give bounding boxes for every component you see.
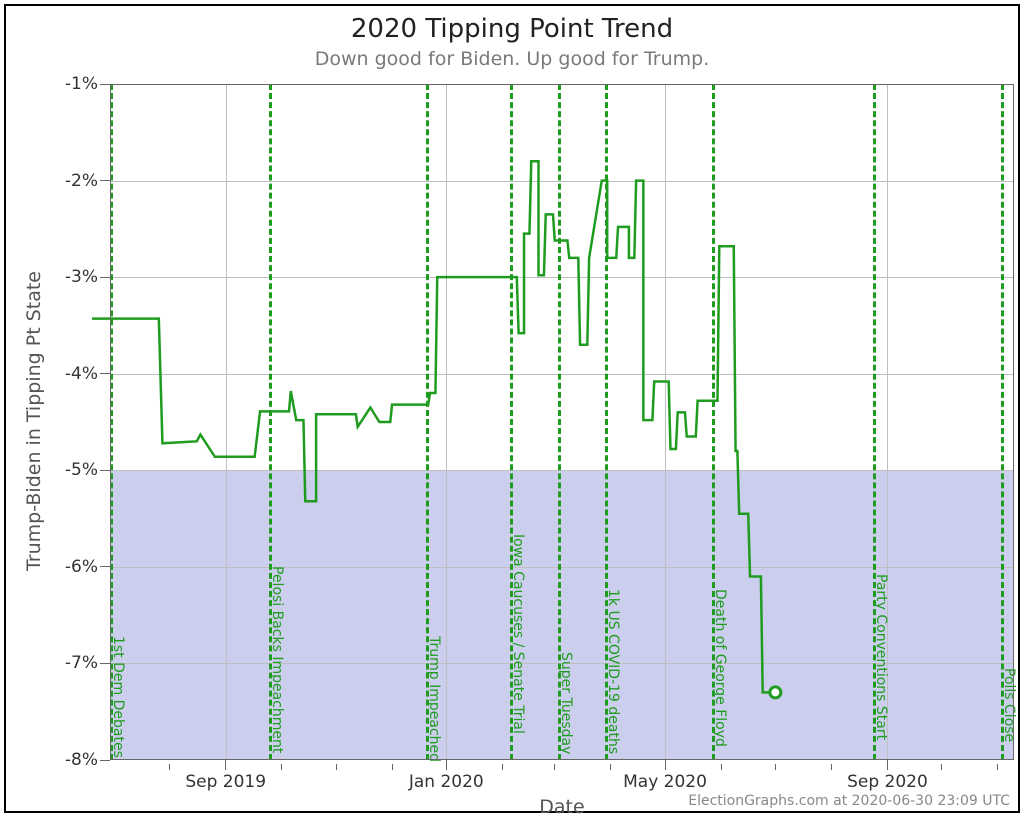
xtick-minor <box>502 764 503 770</box>
xtick <box>665 760 666 770</box>
ytick <box>100 663 110 664</box>
ytick-label: -6% <box>52 557 98 577</box>
ytick <box>100 84 110 85</box>
ytick-label: -5% <box>52 460 98 480</box>
xtick-minor <box>336 764 337 770</box>
plot-area: -1%-2%-3%-4%-5%-6%-7%-8%Sep 2019Jan 2020… <box>110 84 1014 760</box>
xtick-minor <box>831 764 832 770</box>
ytick <box>100 566 110 567</box>
xtick-minor <box>775 764 776 770</box>
series-last-marker <box>770 687 781 698</box>
attribution: ElectionGraphs.com at 2020-06-30 23:09 U… <box>688 793 1010 809</box>
ytick <box>100 760 110 761</box>
xtick-minor <box>281 764 282 770</box>
xtick-label: Sep 2020 <box>832 772 942 792</box>
ytick-label: -8% <box>52 750 98 770</box>
ytick <box>100 373 110 374</box>
xtick-minor <box>997 764 998 770</box>
xtick-minor <box>721 764 722 770</box>
ytick <box>100 277 110 278</box>
xtick-label: Jan 2020 <box>391 772 501 792</box>
xtick-minor <box>169 764 170 770</box>
ytick-label: -4% <box>52 364 98 384</box>
y-axis-label: Trump-Biden in Tipping Pt State <box>23 83 45 759</box>
xtick-minor <box>610 764 611 770</box>
xtick-minor <box>392 764 393 770</box>
chart-container: 2020 Tipping Point Trend Down good for B… <box>0 0 1024 817</box>
ytick-label: -3% <box>52 267 98 287</box>
ytick-label: -1% <box>52 74 98 94</box>
ytick <box>100 470 110 471</box>
xtick <box>225 760 226 770</box>
ytick-label: -7% <box>52 653 98 673</box>
xtick <box>446 760 447 770</box>
xtick-label: Sep 2019 <box>171 772 281 792</box>
xtick <box>887 760 888 770</box>
ytick <box>100 180 110 181</box>
series-svg <box>110 84 1014 760</box>
xtick-minor <box>941 764 942 770</box>
chart-title: 2020 Tipping Point Trend <box>0 14 1024 44</box>
xtick-minor <box>554 764 555 770</box>
ytick-label: -2% <box>52 171 98 191</box>
chart-subtitle: Down good for Biden. Up good for Trump. <box>0 48 1024 70</box>
xtick-label: May 2020 <box>610 772 720 792</box>
